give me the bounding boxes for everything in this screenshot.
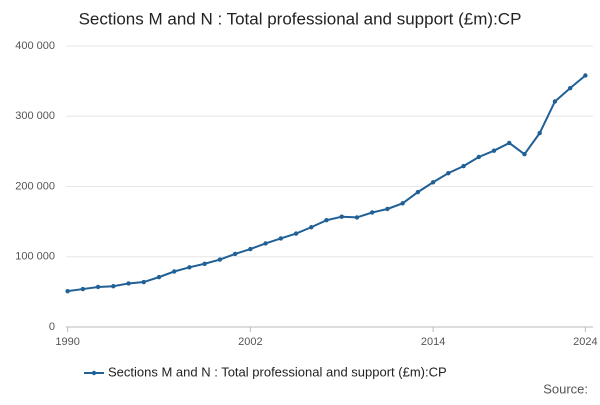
data-point [141,279,146,285]
data-point [537,130,542,136]
series-line [67,74,587,293]
data-point [65,288,70,294]
y-tick-label: 200 000 [15,180,55,192]
data-point [309,225,314,230]
data-point [111,284,116,289]
data-point [461,163,466,169]
legend-label: Sections M and N : Total professional an… [108,364,447,379]
y-tick-label: 100 000 [15,251,55,263]
data-point [293,231,299,236]
data-point [446,170,451,176]
x-tick-label: 1990 [55,336,79,348]
data-point [476,154,481,160]
data-point [248,246,253,252]
data-point [522,151,527,157]
chart-title: Sections M and N : Total professional an… [79,9,522,28]
data-point [385,206,390,212]
data-point [80,286,86,292]
data-point [232,251,238,257]
data-point [324,218,329,223]
data-point [156,274,162,280]
y-tick-label: 400 000 [15,40,55,52]
data-point [126,281,131,286]
data-point [400,201,405,206]
data-point [172,269,177,274]
data-point [415,189,421,195]
y-tick-label: 0 [49,321,55,333]
data-point [263,241,268,246]
data-point [507,140,512,146]
legend-marker [91,370,97,376]
data-point [430,180,436,185]
y-tick-label: 300 000 [15,110,55,122]
data-point [339,214,344,219]
data-point [491,148,497,153]
data-point [354,215,360,220]
data-point [95,284,101,290]
data-point [583,73,588,78]
data-point [369,210,375,215]
data-point [567,85,573,91]
x-tick-label: 2002 [238,336,262,348]
data-point [202,261,207,266]
data-point [278,236,284,241]
data-point [552,99,558,104]
source: Source: [543,381,588,396]
data-point [187,265,192,270]
x-tick-label: 2024 [573,336,597,348]
data-point [217,257,223,262]
x-tick-label: 2014 [421,336,445,348]
